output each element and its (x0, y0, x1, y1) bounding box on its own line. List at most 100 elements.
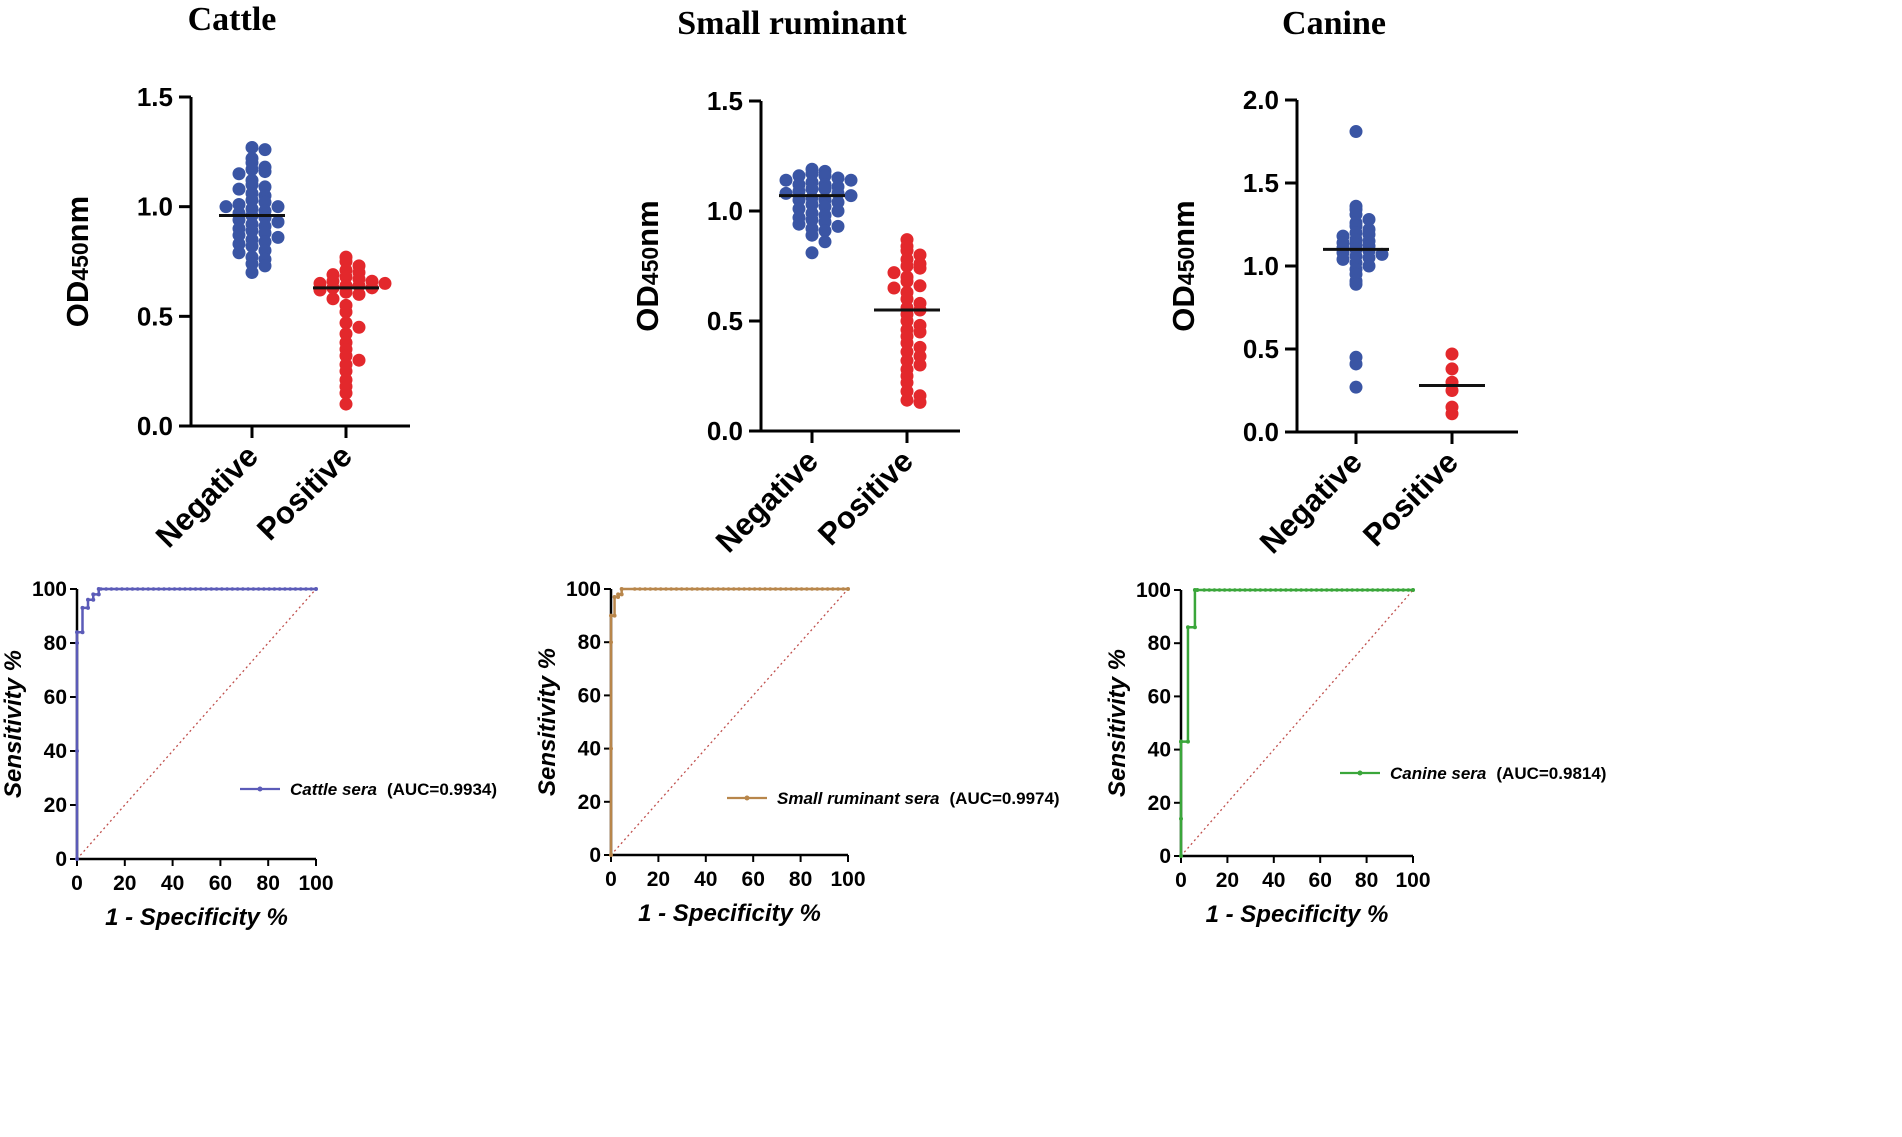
roc-marker (1396, 588, 1400, 592)
roc-marker (204, 587, 208, 591)
roc-marker (690, 587, 694, 591)
roc-marker (141, 587, 145, 591)
roc-marker (609, 640, 613, 645)
data-point (779, 173, 793, 187)
roc-marker (815, 587, 819, 591)
roc-marker (1192, 625, 1197, 630)
roc-marker (130, 587, 135, 591)
data-point (258, 143, 272, 157)
data-point (818, 182, 832, 196)
data-point (339, 316, 353, 330)
roc-marker (731, 587, 736, 591)
roc-marker (1179, 739, 1183, 744)
roc-marker (246, 587, 250, 591)
roc-marker (1411, 588, 1415, 592)
data-point (831, 219, 845, 233)
data-point (258, 165, 272, 179)
y-tick-label: 0.0 (1243, 417, 1279, 447)
roc-marker (309, 587, 314, 591)
legend: Small ruminant sera (AUC=0.9974) (727, 789, 1060, 808)
data-point (271, 215, 285, 229)
x-tick-label: 40 (1262, 869, 1285, 892)
data-point (818, 235, 832, 249)
roc-marker (209, 587, 214, 591)
roc-marker (120, 587, 124, 591)
roc-marker (1319, 588, 1324, 592)
roc-marker (1406, 588, 1411, 592)
roc-marker (80, 605, 85, 610)
roc-curve (609, 587, 848, 855)
y-tick-label: 20 (44, 794, 67, 817)
data-point (378, 276, 392, 290)
x-tick-label: 20 (647, 868, 670, 891)
roc-marker (1212, 588, 1217, 592)
data-point (271, 200, 285, 214)
roc-marker (784, 587, 788, 591)
roc-marker (277, 587, 282, 591)
roc-marker (799, 587, 804, 591)
roc-marker (758, 587, 762, 591)
data-point (913, 279, 927, 293)
y-tick-label: 80 (578, 631, 601, 654)
x-tick-label: 80 (1355, 869, 1378, 892)
data-point (805, 228, 819, 242)
data-point (339, 397, 353, 411)
roc-marker (1370, 588, 1375, 592)
legend-auc: (AUC=0.9934) (387, 780, 497, 799)
roc-marker (298, 587, 303, 591)
data-point (805, 246, 819, 260)
roc-marker (1309, 588, 1314, 592)
roc-marker (283, 587, 287, 591)
roc-marker (643, 587, 647, 591)
data-point (779, 186, 793, 200)
roc-marker (177, 587, 182, 591)
y-axis-label-main: OD (630, 285, 665, 332)
roc-marker (188, 587, 193, 591)
data-point (245, 239, 259, 253)
reference-line (610, 588, 849, 856)
roc-marker (125, 587, 129, 591)
roc-marker (114, 587, 119, 591)
data-point (831, 204, 845, 218)
roc-marker (1238, 588, 1242, 592)
y-tick-label: 40 (1148, 739, 1171, 762)
data-point (245, 162, 259, 176)
y-tick-label: 40 (44, 740, 67, 763)
data-point (232, 246, 246, 260)
y-tick-label: 2.0 (1243, 85, 1279, 115)
y-tick-label: 0 (1159, 845, 1171, 868)
roc-marker (773, 587, 778, 591)
roc-marker (810, 587, 814, 591)
data-point (352, 353, 366, 367)
data-point (900, 274, 914, 288)
x-tick-label: 20 (1216, 869, 1239, 892)
y-tick-label: 0 (55, 848, 67, 871)
data-point (245, 140, 259, 154)
roc-marker (96, 592, 101, 597)
roc-marker (1233, 588, 1237, 592)
y-tick-label: 20 (578, 791, 601, 814)
roc-marker (846, 587, 850, 591)
roc-marker (658, 587, 663, 591)
data-point (271, 230, 285, 244)
roc-marker (1294, 588, 1298, 592)
y-axis-label: OD450nm (630, 200, 665, 331)
roc-marker (664, 587, 668, 591)
roc-marker (1207, 588, 1212, 592)
y-tick-label: 100 (1136, 579, 1171, 602)
x-tick-label: 40 (161, 872, 184, 895)
data-point (844, 189, 858, 203)
data-point (900, 393, 914, 407)
roc-marker (1304, 588, 1309, 592)
data-point (887, 281, 901, 295)
roc-marker (1314, 588, 1319, 592)
y-axis-label-unit: nm (630, 200, 665, 247)
legend: Canine sera (AUC=0.9814) (1340, 764, 1606, 783)
roc-marker (262, 587, 266, 591)
roc-marker (80, 630, 85, 635)
category-label: Negative (149, 438, 265, 554)
roc-marker (162, 587, 166, 591)
roc-marker (109, 587, 114, 591)
